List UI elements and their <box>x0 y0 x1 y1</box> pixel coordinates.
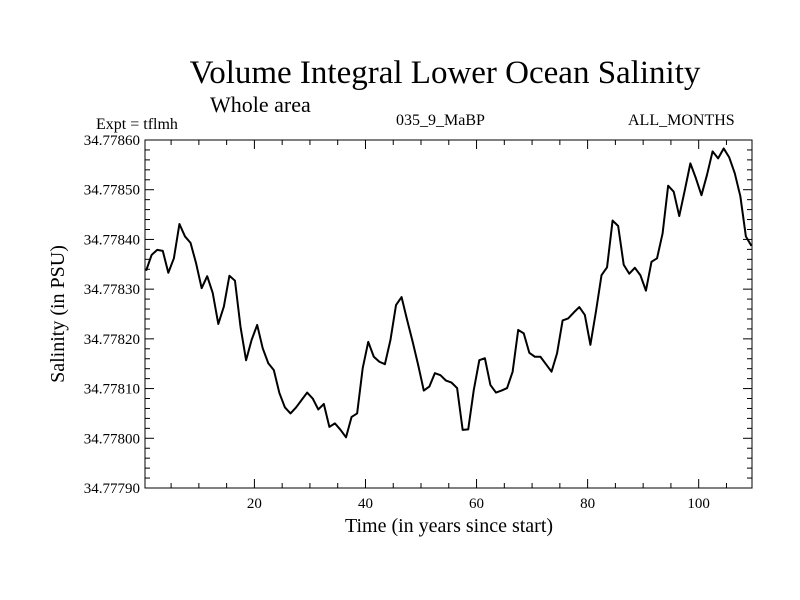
plot-frame <box>144 139 753 489</box>
tick-labels: 20 40 60 80 100 34.77790 34.77800 34.77810 34.77… <box>84 133 710 512</box>
experiment-label: Expt = tflmh <box>96 116 178 133</box>
series-group <box>145 147 753 439</box>
y-tick-label: 34.77800 <box>84 431 140 447</box>
salinity-line <box>145 147 753 439</box>
case-label: 035_9_MaBP <box>396 112 485 129</box>
x-tick-label: 40 <box>358 496 373 512</box>
y-tick-label: 34.77790 <box>84 481 140 497</box>
y-tick-label: 34.77810 <box>84 382 140 398</box>
y-tick-label: 34.77850 <box>84 183 140 199</box>
y-tick-label: 34.77820 <box>84 332 140 348</box>
axes <box>144 139 753 489</box>
chart-subtitle: Whole area <box>210 92 311 117</box>
chart-title: Volume Integral Lower Ocean Salinity <box>189 55 701 91</box>
months-label: ALL_MONTHS <box>628 112 735 129</box>
x-axis-label: Time (in years since start) <box>345 515 553 537</box>
y-tick-label: 34.77840 <box>84 232 140 248</box>
x-tick-label: 100 <box>687 496 710 512</box>
ticks <box>145 139 752 489</box>
y-tick-label: 34.77860 <box>84 133 140 149</box>
y-tick-label: 34.77830 <box>84 282 140 298</box>
x-tick-label: 20 <box>247 496 262 512</box>
y-axis-label: Salinity (in PSU) <box>47 245 69 383</box>
x-tick-label: 80 <box>580 496 595 512</box>
x-tick-label: 60 <box>469 496 484 512</box>
